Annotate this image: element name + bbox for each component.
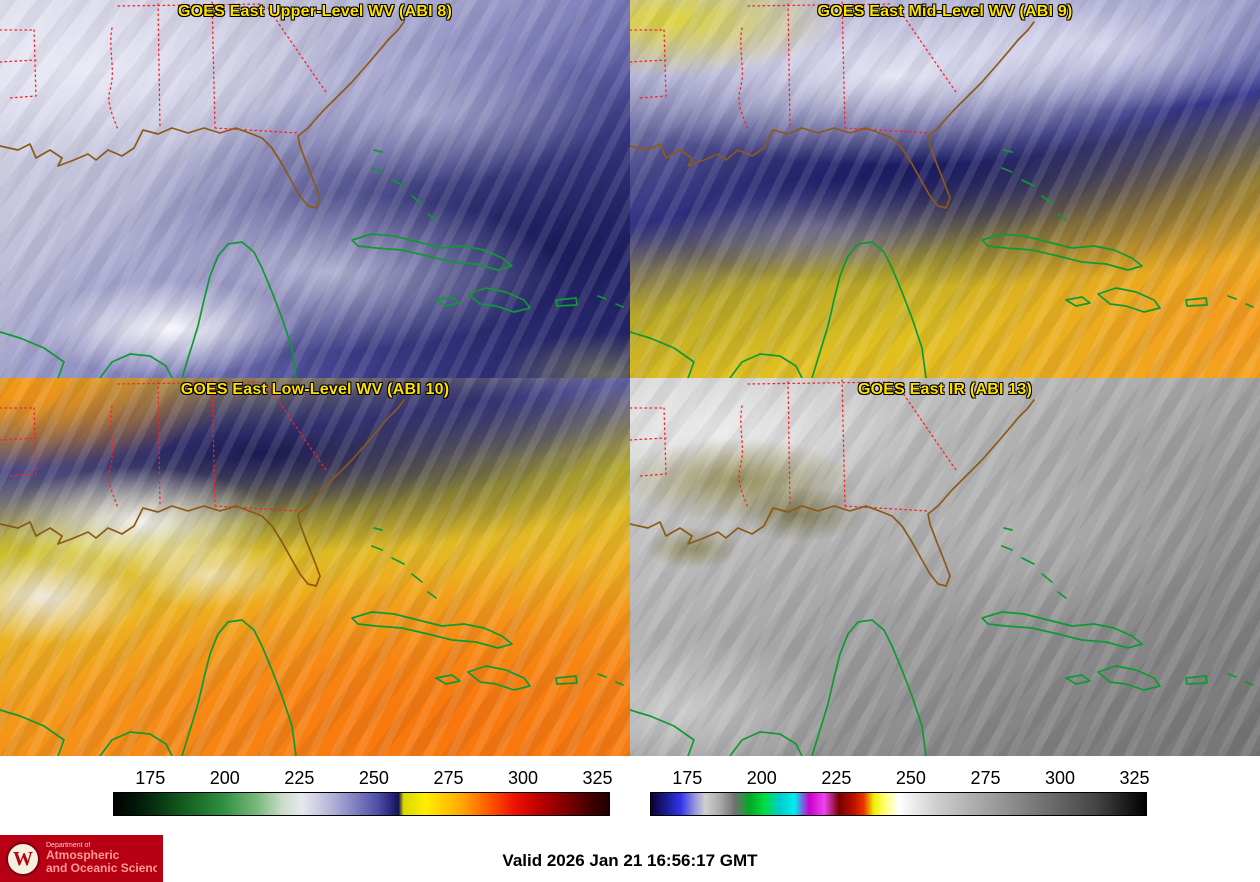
logo-line-2: and Oceanic Sciences [46, 861, 157, 876]
panel-title-abi13: GOES East IR (ABI 13) [857, 381, 1033, 398]
panel-upper-level-wv-abi8: GOES East Upper-Level WV (ABI 8) [0, 0, 630, 378]
tick-label: 275 [433, 768, 464, 788]
tick-label: 300 [1044, 768, 1076, 788]
ir-colorbar-gradient [650, 792, 1147, 816]
tick-label: 300 [507, 768, 539, 788]
tick-label: 200 [209, 768, 240, 788]
tick-label: 325 [1119, 768, 1150, 788]
tick-label: 250 [895, 768, 926, 788]
panel-title-abi10: GOES East Low-Level WV (ABI 10) [180, 381, 450, 398]
panel-title-abi8: GOES East Upper-Level WV (ABI 8) [177, 3, 452, 20]
panel-low-level-wv-abi10: GOES East Low-Level WV (ABI 10) [0, 378, 630, 756]
map-overlay [630, 1, 1254, 378]
tick-label: 225 [284, 768, 315, 788]
tick-label: 275 [970, 768, 1001, 788]
map-overlay [0, 379, 624, 756]
panel-title-abi9: GOES East Mid-Level WV (ABI 9) [817, 3, 1073, 20]
tick-label: 175 [672, 768, 703, 788]
map-overlay [0, 1, 624, 378]
panel-mid-level-wv-abi9: GOES East Mid-Level WV (ABI 9) [630, 0, 1260, 378]
wv-colorbar-block: 175 200 225 250 275 300 325 [113, 760, 613, 824]
uw-crest-letter: W [13, 847, 33, 870]
wv-colorbar-gradient [113, 792, 610, 816]
tick-label: 200 [746, 768, 777, 788]
uw-aos-logo: W Department of Atmospheric and Oceanic … [0, 835, 163, 882]
tick-label: 325 [582, 768, 613, 788]
uw-aos-logo-text: Department of Atmospheric and Oceanic Sc… [46, 842, 157, 875]
panel-ir-abi13: GOES East IR (ABI 13) [630, 378, 1260, 756]
ir-colorbar-block: 175 200 225 250 275 300 325 [650, 760, 1150, 824]
panel-grid: GOES East Upper-Level WV (ABI 8) GOES Ea… [0, 0, 1260, 756]
tick-label: 175 [135, 768, 166, 788]
valid-timestamp: Valid 2026 Jan 21 16:56:17 GMT [502, 851, 758, 870]
map-overlay [630, 379, 1254, 756]
uw-crest-icon: W [6, 841, 40, 876]
tick-label: 250 [358, 768, 389, 788]
ir-colorbar-ticks: 175 200 225 250 275 300 325 [650, 760, 1150, 792]
tick-label: 225 [821, 768, 852, 788]
wv-colorbar-ticks: 175 200 225 250 275 300 325 [113, 760, 613, 792]
logo-line-1: Atmospheric [46, 848, 120, 863]
logo-dept-line: Department of [46, 841, 91, 849]
colorbar-legend: 175 200 225 250 275 300 325 175 200 225 … [0, 756, 1260, 830]
